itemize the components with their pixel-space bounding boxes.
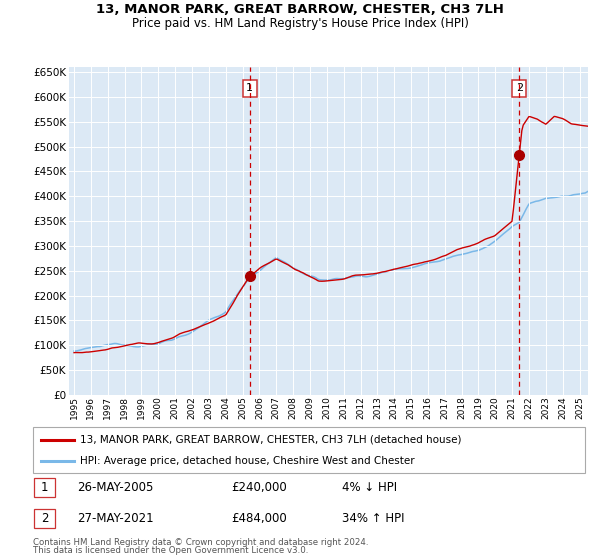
Text: Contains HM Land Registry data © Crown copyright and database right 2024.: Contains HM Land Registry data © Crown c… (33, 538, 368, 547)
Text: This data is licensed under the Open Government Licence v3.0.: This data is licensed under the Open Gov… (33, 546, 308, 555)
Text: 13, MANOR PARK, GREAT BARROW, CHESTER, CH3 7LH (detached house): 13, MANOR PARK, GREAT BARROW, CHESTER, C… (80, 435, 461, 445)
Text: Price paid vs. HM Land Registry's House Price Index (HPI): Price paid vs. HM Land Registry's House … (131, 17, 469, 30)
Text: £484,000: £484,000 (232, 512, 287, 525)
Bar (34, 478, 55, 497)
Text: 2: 2 (515, 83, 523, 94)
Text: 34% ↑ HPI: 34% ↑ HPI (342, 512, 404, 525)
Text: HPI: Average price, detached house, Cheshire West and Chester: HPI: Average price, detached house, Ches… (80, 456, 415, 466)
Text: £240,000: £240,000 (232, 482, 287, 494)
Text: 4% ↓ HPI: 4% ↓ HPI (342, 482, 397, 494)
Text: 1: 1 (41, 482, 49, 494)
Text: 27-MAY-2021: 27-MAY-2021 (77, 512, 154, 525)
Text: 13, MANOR PARK, GREAT BARROW, CHESTER, CH3 7LH: 13, MANOR PARK, GREAT BARROW, CHESTER, C… (96, 3, 504, 16)
Text: 26-MAY-2005: 26-MAY-2005 (77, 482, 154, 494)
Bar (34, 509, 55, 528)
Text: 2: 2 (41, 512, 49, 525)
Text: 1: 1 (246, 83, 253, 94)
